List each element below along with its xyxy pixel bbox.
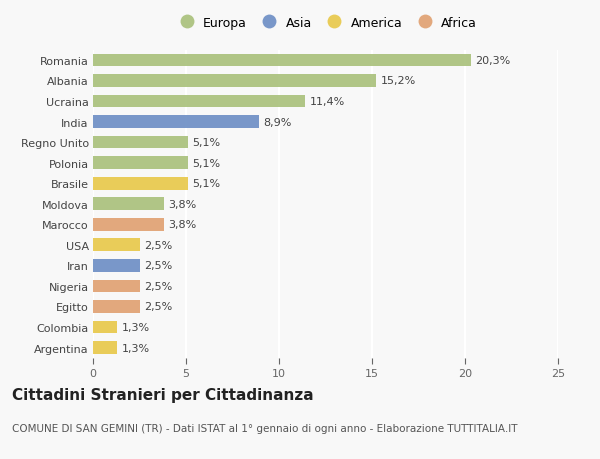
Bar bbox=[93, 341, 117, 354]
Bar bbox=[93, 321, 117, 334]
Bar bbox=[93, 157, 188, 170]
Text: 5,1%: 5,1% bbox=[193, 158, 221, 168]
Text: 11,4%: 11,4% bbox=[310, 97, 345, 107]
Bar bbox=[93, 280, 139, 293]
Bar bbox=[93, 116, 259, 129]
Text: 8,9%: 8,9% bbox=[263, 117, 292, 127]
Bar bbox=[93, 136, 188, 149]
Text: 2,5%: 2,5% bbox=[144, 302, 172, 312]
Bar bbox=[93, 300, 139, 313]
Text: 2,5%: 2,5% bbox=[144, 240, 172, 250]
Text: 5,1%: 5,1% bbox=[193, 138, 221, 148]
Bar bbox=[93, 198, 164, 211]
Bar bbox=[93, 259, 139, 272]
Bar bbox=[93, 218, 164, 231]
Text: COMUNE DI SAN GEMINI (TR) - Dati ISTAT al 1° gennaio di ogni anno - Elaborazione: COMUNE DI SAN GEMINI (TR) - Dati ISTAT a… bbox=[12, 424, 517, 433]
Text: 2,5%: 2,5% bbox=[144, 261, 172, 271]
Bar bbox=[93, 239, 139, 252]
Text: 1,3%: 1,3% bbox=[122, 322, 150, 332]
Text: 5,1%: 5,1% bbox=[193, 179, 221, 189]
Bar bbox=[93, 177, 188, 190]
Legend: Europa, Asia, America, Africa: Europa, Asia, America, Africa bbox=[174, 17, 477, 30]
Text: Cittadini Stranieri per Cittadinanza: Cittadini Stranieri per Cittadinanza bbox=[12, 387, 314, 403]
Text: 20,3%: 20,3% bbox=[475, 56, 511, 66]
Text: 15,2%: 15,2% bbox=[380, 76, 416, 86]
Bar bbox=[93, 75, 376, 88]
Bar bbox=[93, 54, 470, 67]
Text: 3,8%: 3,8% bbox=[169, 220, 197, 230]
Text: 3,8%: 3,8% bbox=[169, 199, 197, 209]
Text: 1,3%: 1,3% bbox=[122, 343, 150, 353]
Text: 2,5%: 2,5% bbox=[144, 281, 172, 291]
Bar bbox=[93, 95, 305, 108]
